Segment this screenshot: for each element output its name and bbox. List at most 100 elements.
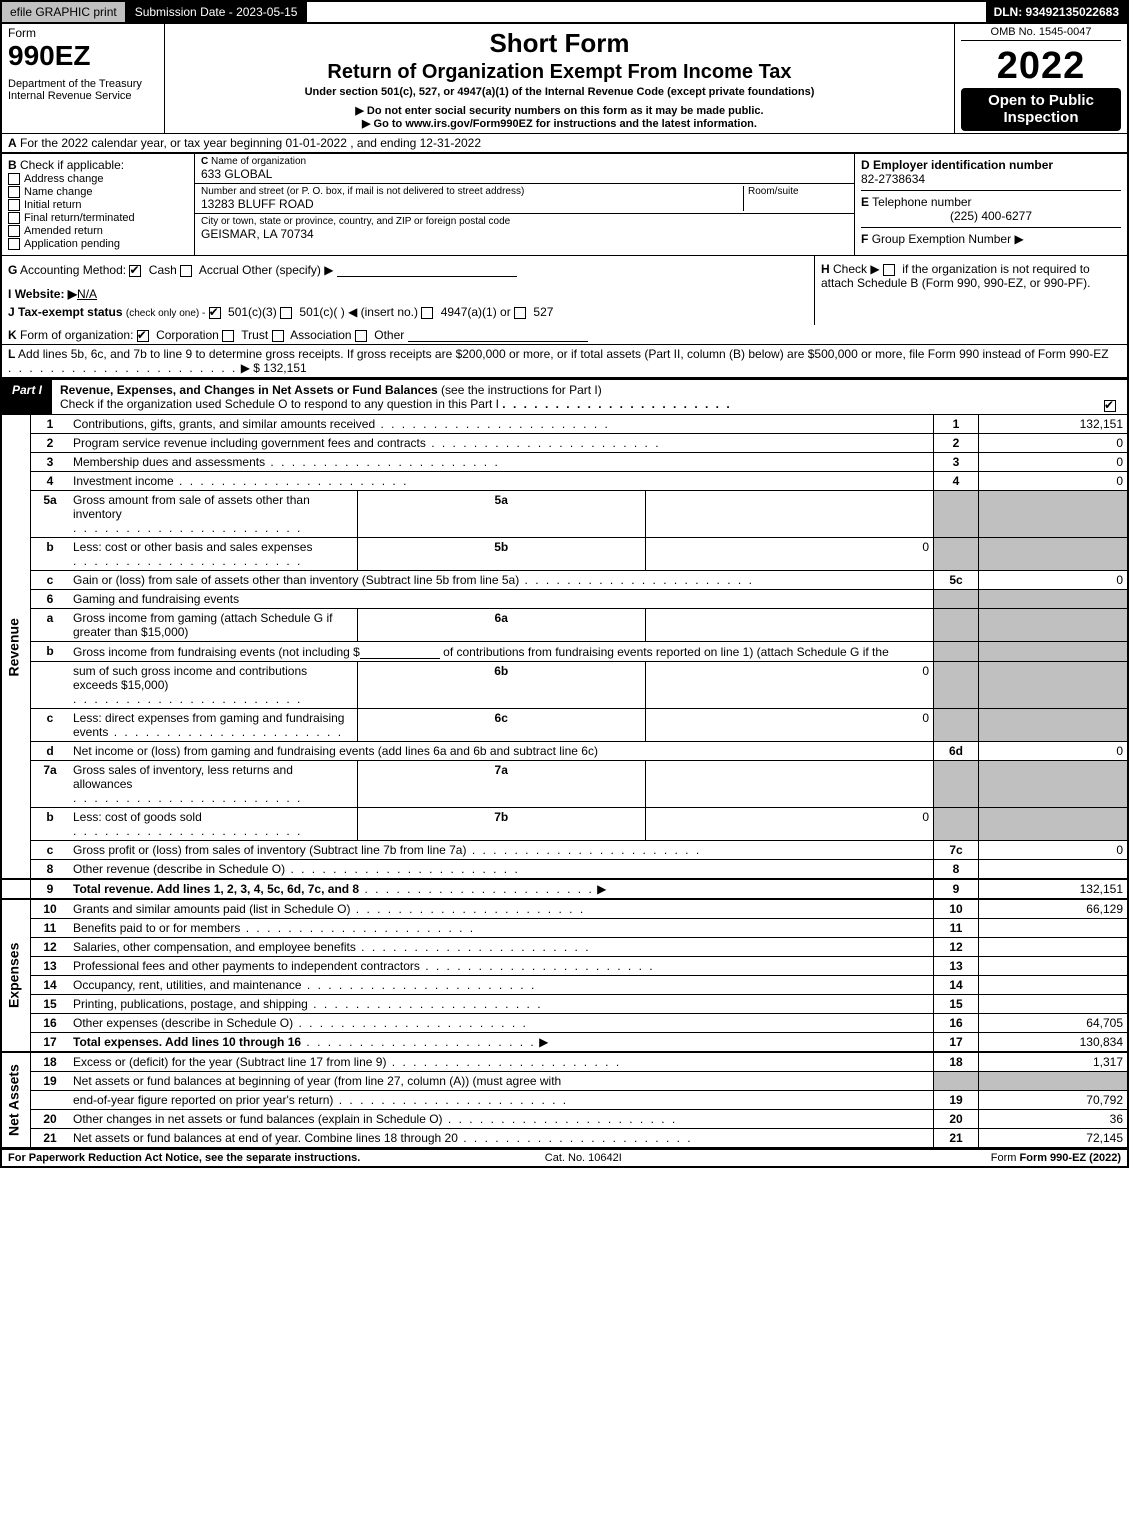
under-section: Under section 501(c), 527, or 4947(a)(1)… xyxy=(171,86,948,98)
dln-label: DLN: 93492135022683 xyxy=(986,2,1127,22)
part1-note: (see the instructions for Part I) xyxy=(441,383,602,397)
check-h[interactable] xyxy=(883,264,895,276)
part1-check-text: Check if the organization used Schedule … xyxy=(60,397,499,411)
amt-11 xyxy=(979,919,1129,938)
part1-title: Revenue, Expenses, and Changes in Net As… xyxy=(60,383,438,397)
netassets-vlabel: Net Assets xyxy=(1,1052,31,1148)
amt-13 xyxy=(979,957,1129,976)
tax-year: 2022 xyxy=(961,45,1121,88)
subval-6a xyxy=(645,609,933,642)
f-label: Group Exemption Number xyxy=(872,232,1011,246)
amt-18: 1,317 xyxy=(979,1052,1129,1072)
check-schedule-o[interactable] xyxy=(1104,400,1116,412)
amt-17: 130,834 xyxy=(979,1033,1129,1053)
amt-21: 72,145 xyxy=(979,1129,1129,1149)
city-label: City or town, state or province, country… xyxy=(201,216,848,227)
ein-value: 82-2738634 xyxy=(861,172,1121,186)
l-text: Add lines 5b, 6c, and 7b to line 9 to de… xyxy=(18,347,1109,361)
check-other-org[interactable] xyxy=(355,330,367,342)
check-amended-return[interactable]: Amended return xyxy=(8,225,188,237)
section-l: L Add lines 5b, 6c, and 7b to line 9 to … xyxy=(0,345,1129,378)
street-value: 13283 BLUFF ROAD xyxy=(201,197,743,211)
letter-g: G xyxy=(8,263,17,277)
letter-e: E xyxy=(861,195,869,209)
h-prefix: Check ▶ xyxy=(833,262,880,276)
other-specify-line[interactable] xyxy=(337,262,517,277)
revenue-vlabel: Revenue xyxy=(1,415,31,880)
6b-blank[interactable] xyxy=(360,644,440,659)
check-cash[interactable] xyxy=(129,265,141,277)
amt-4: 0 xyxy=(979,472,1129,491)
section-b-title: Check if applicable: xyxy=(20,158,124,172)
subval-7a xyxy=(645,761,933,808)
amt-12 xyxy=(979,938,1129,957)
amt-20: 36 xyxy=(979,1110,1129,1129)
letter-j: J xyxy=(8,305,15,319)
form-header: Form 990EZ Department of the Treasury In… xyxy=(0,22,1129,133)
no-ssn-warning: Do not enter social security numbers on … xyxy=(171,104,948,117)
check-association[interactable] xyxy=(272,330,284,342)
letter-f: F xyxy=(861,232,868,246)
open-to-public: Open to Public Inspection xyxy=(961,88,1121,131)
check-4947[interactable] xyxy=(421,307,433,319)
room-label: Room/suite xyxy=(748,186,848,197)
section-b-wrap: B Check if applicable: Address change Na… xyxy=(0,152,1129,256)
amt-14 xyxy=(979,976,1129,995)
top-bar: efile GRAPHIC print Submission Date - 20… xyxy=(0,0,1129,22)
amt-3: 0 xyxy=(979,453,1129,472)
check-501c3[interactable] xyxy=(209,307,221,319)
check-accrual[interactable] xyxy=(180,265,192,277)
other-org-line[interactable] xyxy=(408,327,588,342)
c-label: Name of organization xyxy=(211,156,306,167)
subval-5b: 0 xyxy=(645,538,933,571)
check-trust[interactable] xyxy=(222,330,234,342)
form-number: 990EZ xyxy=(8,40,158,72)
gh-row: G Accounting Method: Cash Accrual Other … xyxy=(0,255,1129,325)
amt-16: 64,705 xyxy=(979,1014,1129,1033)
letter-k: K xyxy=(8,328,17,342)
subval-6b: 0 xyxy=(645,662,933,709)
section-a: A For the 2022 calendar year, or tax yea… xyxy=(0,133,1129,152)
main-title: Return of Organization Exempt From Incom… xyxy=(171,61,948,84)
section-k: K Form of organization: Corporation Trus… xyxy=(0,325,1129,345)
telephone-value: (225) 400-6277 xyxy=(861,209,1121,223)
k-label: Form of organization: xyxy=(20,328,133,342)
org-name: 633 GLOBAL xyxy=(201,167,848,181)
efile-print-button[interactable]: efile GRAPHIC print xyxy=(2,2,127,22)
j-label: Tax-exempt status xyxy=(18,305,122,319)
check-application-pending[interactable]: Application pending xyxy=(8,238,188,250)
l-value: $ 132,151 xyxy=(253,361,306,375)
letter-l: L xyxy=(8,347,15,361)
street-label: Number and street (or P. O. box, if mail… xyxy=(201,186,743,197)
check-501c[interactable] xyxy=(280,307,292,319)
check-name-change[interactable]: Name change xyxy=(8,186,188,198)
amt-7c: 0 xyxy=(979,841,1129,860)
f-arrow-icon: ▶ xyxy=(1014,232,1023,246)
goto-link[interactable]: Go to www.irs.gov/Form990EZ for instruct… xyxy=(171,117,948,130)
section-a-text: For the 2022 calendar year, or tax year … xyxy=(20,136,481,150)
e-label: Telephone number xyxy=(872,195,971,209)
form-label: Form xyxy=(8,26,158,40)
check-corporation[interactable] xyxy=(137,330,149,342)
submission-date-button[interactable]: Submission Date - 2023-05-15 xyxy=(127,2,308,22)
part1-tab: Part I xyxy=(2,380,52,414)
expenses-vlabel: Expenses xyxy=(1,899,31,1052)
footer-right: Form Form 990-EZ (2022) xyxy=(991,1152,1121,1164)
amt-2: 0 xyxy=(979,434,1129,453)
subval-5a xyxy=(645,491,933,538)
omb-number: OMB No. 1545-0047 xyxy=(961,26,1121,41)
amt-10: 66,129 xyxy=(979,899,1129,919)
footer: For Paperwork Reduction Act Notice, see … xyxy=(0,1149,1129,1168)
check-527[interactable] xyxy=(514,307,526,319)
g-label: Accounting Method: xyxy=(20,263,126,277)
subval-7b: 0 xyxy=(645,808,933,841)
check-initial-return[interactable]: Initial return xyxy=(8,199,188,211)
letter-h: H xyxy=(821,262,830,276)
footer-left: For Paperwork Reduction Act Notice, see … xyxy=(8,1152,360,1164)
letter-a: A xyxy=(8,136,17,150)
amt-8 xyxy=(979,860,1129,880)
amt-5c: 0 xyxy=(979,571,1129,590)
check-final-return[interactable]: Final return/terminated xyxy=(8,212,188,224)
check-address-change[interactable]: Address change xyxy=(8,173,188,185)
letter-d: D xyxy=(861,158,870,172)
